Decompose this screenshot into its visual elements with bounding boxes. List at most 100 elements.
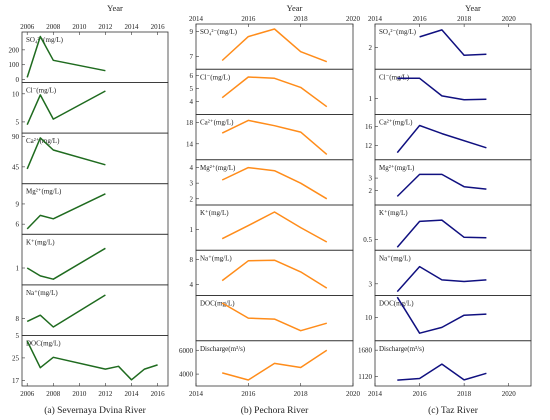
panel-label: K⁺(mg/L) [379, 209, 408, 217]
series-line [396, 219, 487, 248]
series-line [26, 193, 106, 230]
y-tick-label: 4 [190, 164, 194, 172]
y-tick-label: 4 [190, 98, 194, 106]
x-tick-label-top: 2016 [413, 15, 428, 23]
series-line [396, 265, 487, 293]
panel-label: Na⁺(mg/L) [379, 254, 411, 262]
x-tick-label-top: 2018 [294, 15, 309, 23]
y-tick-label: 9 [16, 200, 20, 208]
x-tick-label-bottom: 2018 [294, 390, 309, 398]
chart-column-1: Year 2014 2014 2016 2016 2018 2018 2020 2020 7 9 SO… [179, 3, 361, 416]
x-tick-label-bottom: 2014 [189, 390, 204, 398]
x-tick-label-bottom: 2008 [46, 390, 61, 398]
panel-label: Mg²⁺(mg/L) [26, 188, 62, 196]
panel-2: 14 18 Ca²⁺(mg/L) [186, 114, 354, 161]
series-line [396, 173, 487, 197]
series-line [26, 35, 106, 78]
y-tick-label: 5 [16, 118, 20, 126]
x-tick-label-top: 2014 [368, 15, 383, 23]
panel-4: 1 K⁺(mg/L) [16, 233, 169, 286]
y-tick-label: 1680 [358, 347, 373, 355]
y-tick-label: 18 [186, 119, 194, 127]
x-tick-label-top: 2014 [189, 15, 204, 23]
series-line [221, 76, 328, 108]
panel-label: K⁺(mg/L) [26, 238, 55, 246]
x-tick-label-bottom: 2020 [346, 390, 361, 398]
panel-2: 12 16 Ca²⁺(mg/L) [365, 114, 532, 161]
x-tick-label-top: 2012 [98, 23, 113, 31]
panel-label: Discharge(m³/s) [200, 345, 246, 353]
panel-label: Cl⁻(mg/L) [200, 73, 231, 81]
panel-caption: (a) Severnaya Dvina River [44, 405, 146, 416]
panel-0: 0 100 200 SO₄²⁻(mg/L) [9, 31, 169, 84]
y-tick-label: 10 [365, 314, 373, 322]
panel-label: Na⁺(mg/L) [200, 254, 232, 262]
y-tick-label: 1120 [358, 373, 372, 381]
panel-label: Na⁺(mg/L) [26, 289, 58, 297]
chart-column-2: Year 2014 2014 2016 2016 2018 2018 2020 2020 2 SO₄… [358, 3, 532, 416]
series-line [26, 90, 106, 126]
panel-frame [195, 340, 354, 387]
y-tick-label: 1 [16, 265, 20, 273]
chart-column-0: Year200620062008200820102010201220122014… [9, 3, 169, 416]
panel-label: SO₄²⁻(mg/L) [200, 28, 238, 36]
panel-label: DOC(mg/L) [379, 300, 414, 308]
series-line [419, 29, 487, 56]
panel-label: DOC(mg/L) [200, 300, 235, 308]
panel-3: 2 3 Mg²⁺(mg/L) [369, 159, 532, 206]
panel-4: 0.5 K⁺(mg/L) [363, 204, 532, 251]
x-tick-label-top: 2014 [125, 23, 140, 31]
panel-frame [374, 340, 532, 387]
series-line [397, 77, 487, 101]
y-tick-label: 45 [12, 163, 20, 171]
x-tick-label-bottom: 2016 [151, 390, 166, 398]
panel-5: 5 8 Na⁺(mg/L) [16, 284, 169, 340]
y-tick-label: 6 [16, 221, 20, 229]
series-line [222, 349, 328, 381]
panel-1: 4 5 6 Cl⁻(mg/L) [190, 68, 354, 115]
series-line [221, 119, 328, 155]
y-tick-label: 16 [365, 123, 373, 131]
x-tick-label-bottom: 2010 [72, 390, 87, 398]
series-line [26, 137, 106, 170]
x-tick-label-bottom: 2006 [20, 390, 35, 398]
panel-1: 1 Cl⁻(mg/L) [369, 68, 532, 115]
series-line [26, 294, 106, 328]
panel-6: 17 25 DOC(mg/L) [12, 335, 169, 387]
x-tick-label-top: 2016 [151, 23, 166, 31]
panel-1: 5 10 Cl⁻(mg/L) [12, 82, 169, 134]
x-tick-label-top: 2008 [46, 23, 61, 31]
y-tick-label: 0 [16, 76, 20, 84]
x-tick-label-bottom: 2014 [125, 390, 140, 398]
x-axis-title: Year [107, 3, 123, 13]
y-tick-label: 2 [369, 187, 373, 195]
y-tick-label: 5 [190, 85, 194, 93]
y-tick-label: 6 [190, 72, 194, 80]
x-tick-label-top: 2018 [457, 15, 472, 23]
x-tick-label-bottom: 2014 [368, 390, 383, 398]
series-line [396, 124, 487, 154]
x-tick-label-top: 2020 [346, 15, 361, 23]
x-tick-label-bottom: 2012 [98, 390, 113, 398]
x-axis-title: Year [465, 3, 481, 13]
panel-6: DOC(mg/L) [195, 295, 354, 342]
y-tick-label: 200 [9, 46, 20, 54]
x-tick-label-bottom: 2016 [413, 390, 428, 398]
series-line [221, 211, 328, 243]
x-tick-label-top: 2016 [241, 15, 256, 23]
y-tick-label: 17 [12, 377, 20, 385]
panel-5: 3 Na⁺(mg/L) [369, 249, 532, 296]
y-tick-label: 3 [369, 175, 373, 183]
y-tick-label: 100 [9, 61, 20, 69]
y-tick-label: 4 [190, 281, 194, 289]
x-axis-title: Year [287, 3, 303, 13]
y-tick-label: 8 [16, 315, 20, 323]
y-tick-label: 3 [369, 280, 373, 288]
y-tick-label: 90 [12, 133, 20, 141]
panel-label: SO₄²⁻(mg/L) [26, 36, 64, 44]
x-tick-label-bottom: 2018 [457, 390, 472, 398]
y-tick-label: 10 [12, 90, 20, 98]
panel-label: K⁺(mg/L) [200, 209, 229, 217]
